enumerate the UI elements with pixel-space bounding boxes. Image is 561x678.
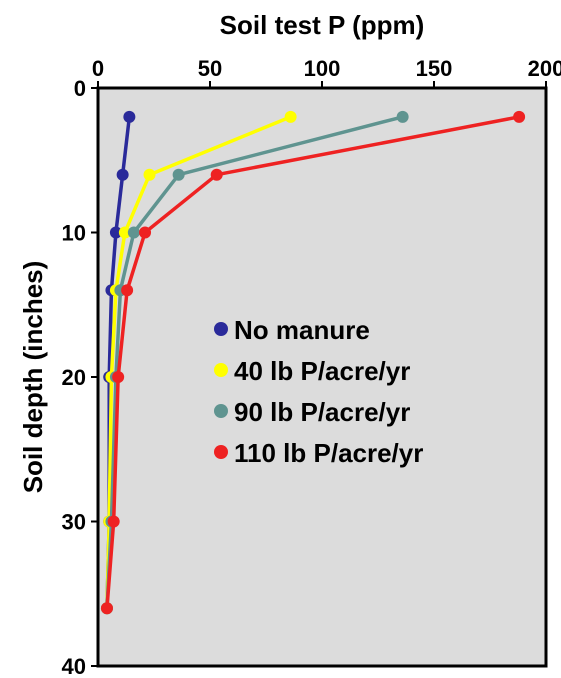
data-point	[284, 110, 297, 123]
x-axis-title: Soil test P (ppm)	[220, 10, 425, 40]
legend-label: 40 lb P/acre/yr	[234, 356, 410, 386]
series-4	[100, 110, 526, 615]
data-point	[139, 226, 152, 239]
x-tick-label: 150	[416, 56, 453, 81]
x-tick-label: 200	[528, 56, 561, 81]
data-point	[121, 284, 134, 297]
data-point	[143, 168, 156, 181]
data-point	[109, 226, 122, 239]
data-point	[210, 168, 223, 181]
data-point	[127, 226, 140, 239]
y-axis-title: Soil depth (inches)	[18, 261, 48, 494]
data-point	[513, 110, 526, 123]
x-tick-label: 0	[92, 56, 104, 81]
data-point	[116, 168, 129, 181]
x-tick-label: 50	[198, 56, 222, 81]
legend-label: 90 lb P/acre/yr	[234, 397, 410, 427]
data-point	[107, 515, 120, 528]
data-point	[112, 371, 125, 383]
legend-marker	[214, 363, 228, 377]
data-point	[118, 226, 131, 239]
y-tick-label: 20	[62, 365, 86, 390]
y-tick-label: 30	[62, 510, 86, 535]
series-layer	[100, 110, 526, 615]
legend: No manure 40 lb P/acre/yr 90 lb P/acre/yr 1…	[214, 315, 423, 468]
x-axis-ticks: 0 50 100 150 200	[92, 56, 561, 88]
data-point	[123, 110, 136, 123]
data-point	[396, 110, 409, 123]
legend-marker	[214, 404, 228, 418]
data-point	[172, 168, 185, 181]
legend-label: 110 lb P/acre/yr	[234, 438, 423, 468]
y-axis-ticks: 0 10 20 30 40	[62, 76, 98, 678]
y-tick-label: 10	[62, 221, 86, 246]
y-tick-label: 0	[74, 76, 86, 101]
legend-label: No manure	[234, 315, 370, 345]
legend-marker	[214, 322, 228, 336]
x-tick-label: 100	[304, 56, 341, 81]
data-point	[100, 602, 113, 615]
legend-marker	[214, 445, 228, 459]
y-tick-label: 40	[62, 654, 86, 678]
